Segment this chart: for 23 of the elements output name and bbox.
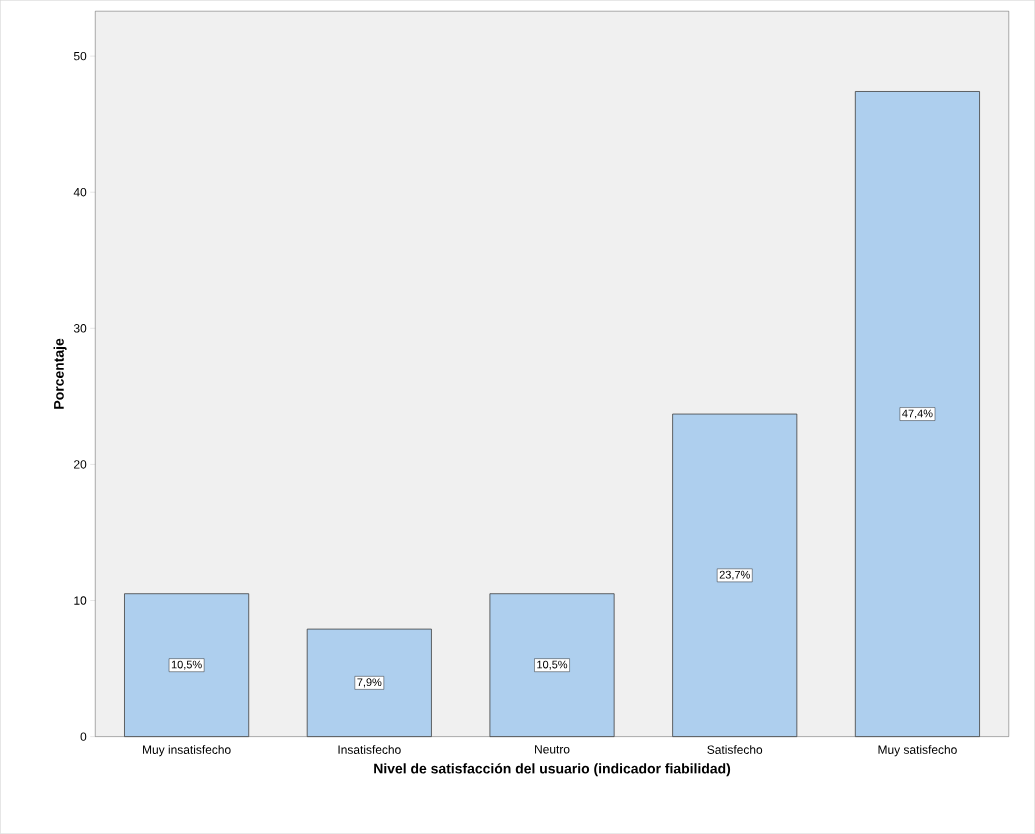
data-label: 10,5% — [537, 660, 568, 670]
y-tick-label: 40 — [73, 188, 87, 197]
y-tick-label: 30 — [73, 324, 87, 333]
y-tick-label: 0 — [80, 732, 87, 741]
bar — [306, 628, 432, 738]
y-tick-label: 20 — [74, 460, 87, 469]
bar — [489, 593, 615, 738]
data-label: 10,5% — [171, 660, 202, 670]
x-tick-label: Neutro — [535, 745, 570, 754]
x-tick-label: Satisfecho — [707, 745, 763, 754]
data-label: 23,7% — [719, 570, 750, 580]
x-axis-title: Nivel de satisfacción del usuario (indicador fiabilidad) — [374, 763, 731, 777]
bar — [854, 91, 980, 738]
bar — [124, 593, 250, 738]
data-label: 47,4% — [902, 409, 933, 419]
data-label: 7,9% — [357, 678, 382, 688]
x-tick-label: Muy satisfecho — [878, 745, 957, 757]
bar — [672, 413, 798, 738]
y-axis-title: Porcentaje — [53, 338, 67, 409]
y-tick-label: 50 — [73, 51, 87, 61]
x-tick-label: Insatisfecho — [338, 745, 401, 754]
y-tick-label: 10 — [74, 596, 87, 605]
x-tick-label: Muy insatisfecho — [143, 745, 231, 757]
